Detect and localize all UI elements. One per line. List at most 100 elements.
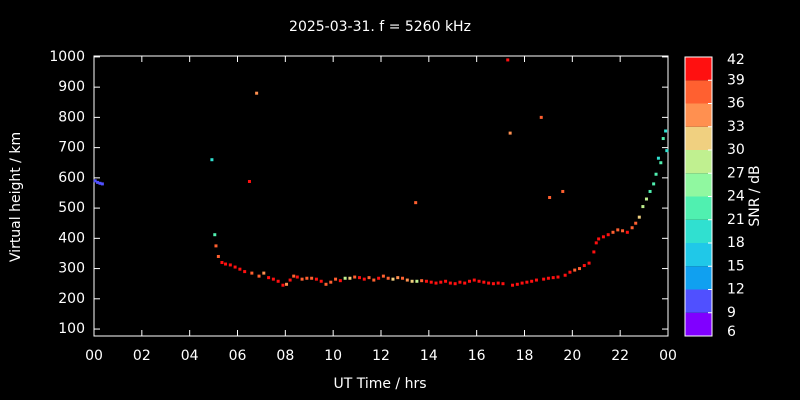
y-tick-label: 700 (58, 140, 85, 156)
colorbar-band (685, 173, 712, 197)
data-point (267, 276, 271, 280)
colorbar-tick-label: 36 (727, 96, 745, 112)
data-point (644, 197, 648, 201)
colorbar-tick-label: 42 (727, 52, 745, 68)
data-point (641, 205, 645, 209)
data-point (233, 265, 237, 269)
colorbar-tick-label: 30 (727, 142, 745, 158)
data-point (429, 280, 433, 284)
x-tick-label: 16 (468, 348, 486, 364)
y-tick-label: 500 (58, 200, 85, 216)
data-point (539, 115, 543, 119)
colorbar-band (685, 219, 712, 243)
data-point (477, 279, 481, 283)
x-tick-label: 02 (133, 348, 151, 364)
data-point (362, 277, 366, 281)
data-point (563, 273, 567, 277)
colorbar-tick-label: 18 (727, 235, 745, 251)
data-point (548, 196, 552, 200)
data-point (625, 230, 629, 234)
data-point (386, 276, 390, 280)
colorbar-tick-label: 21 (727, 212, 745, 228)
plot-frame (93, 55, 669, 337)
data-point (410, 279, 414, 283)
data-point (285, 282, 289, 286)
x-tick-label: 18 (516, 348, 534, 364)
data-point (391, 277, 395, 281)
colorbar-band (685, 150, 712, 174)
x-tick-label: 12 (372, 348, 390, 364)
data-point (592, 250, 596, 254)
data-point (319, 279, 323, 283)
data-point (597, 237, 601, 241)
data-point (630, 226, 634, 230)
data-point (228, 263, 232, 267)
data-point (637, 215, 641, 219)
colorbar-band (685, 80, 712, 104)
y-tick-label: 900 (58, 79, 85, 95)
data-point (496, 281, 500, 285)
data-point (334, 277, 338, 281)
data-point (546, 276, 550, 280)
data-point (634, 221, 638, 225)
data-point (210, 158, 214, 162)
data-point (424, 279, 428, 283)
data-point (357, 276, 361, 280)
data-point (601, 235, 605, 239)
data-point (542, 277, 546, 281)
data-point (551, 276, 555, 280)
data-point (501, 282, 505, 286)
x-tick-label: 06 (229, 348, 247, 364)
colorbar-tick-label: 24 (727, 189, 745, 205)
data-point (656, 156, 660, 160)
data-point (568, 270, 572, 274)
colorbar-band (685, 103, 712, 127)
data-point (582, 264, 586, 268)
colorbar-label: SNR / dB (747, 165, 763, 226)
colorbar-band (685, 243, 712, 267)
data-point (314, 277, 318, 281)
y-tick-label: 1000 (49, 49, 85, 65)
data-point (664, 129, 668, 133)
data-point (96, 180, 100, 184)
data-point (453, 282, 457, 286)
data-point (93, 179, 97, 183)
data-point (100, 182, 104, 186)
x-tick-label: 14 (420, 348, 438, 364)
x-tick-label: 04 (181, 348, 199, 364)
data-point (515, 282, 519, 286)
y-tick-label: 100 (58, 321, 85, 337)
data-point (508, 131, 512, 135)
colorbar-tick-label: 33 (727, 119, 745, 135)
data-point (654, 172, 658, 176)
data-point (214, 244, 218, 248)
data-point (458, 280, 462, 284)
data-point (525, 280, 529, 284)
data-point (659, 161, 663, 165)
data-point (243, 270, 247, 274)
colorbar-band (685, 196, 712, 220)
data-point (648, 189, 652, 193)
y-tick-label: 600 (58, 170, 85, 186)
data-point (295, 275, 299, 279)
colorbar-tick-label: 9 (727, 305, 736, 321)
data-point (520, 281, 524, 285)
data-point (257, 274, 261, 278)
data-point (444, 279, 448, 283)
data-point (405, 278, 409, 282)
data-point (561, 189, 565, 193)
data-point (300, 277, 304, 281)
x-tick-label: 10 (324, 348, 342, 364)
colorbar-band (685, 266, 712, 290)
colorbar-band (685, 126, 712, 150)
data-point (511, 283, 515, 287)
data-point (329, 280, 333, 284)
data-point (491, 282, 495, 286)
data-point (381, 274, 385, 278)
colorbar-tick-label: 12 (727, 282, 745, 298)
data-point (556, 275, 560, 279)
data-point (305, 276, 309, 280)
data-point (661, 137, 665, 141)
data-point (534, 278, 538, 282)
y-tick-label: 800 (58, 109, 85, 125)
